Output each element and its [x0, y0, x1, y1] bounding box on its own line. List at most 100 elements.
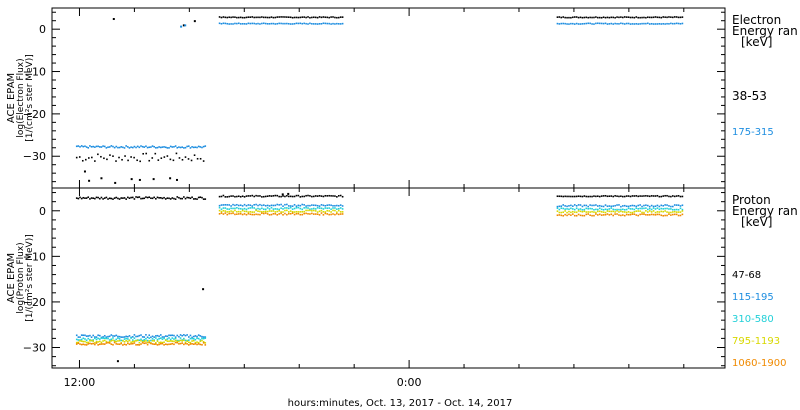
data-point — [100, 341, 103, 344]
data-point — [272, 212, 275, 215]
data-point — [178, 340, 180, 343]
data-point — [291, 16, 294, 19]
series-1060-1900 — [75, 212, 684, 346]
data-point — [579, 210, 582, 213]
data-point — [131, 336, 134, 338]
data-point — [247, 207, 250, 210]
data-point — [662, 23, 664, 25]
data-point — [89, 338, 91, 341]
data-point — [150, 197, 152, 200]
data-point — [314, 195, 317, 197]
data-point — [110, 338, 113, 341]
data-point — [591, 204, 593, 207]
data-point — [94, 336, 96, 338]
data-point — [113, 335, 116, 337]
data-point — [612, 208, 614, 211]
data-point — [326, 22, 329, 25]
data-point — [125, 337, 127, 340]
data-point — [303, 195, 305, 198]
data-point — [141, 341, 144, 344]
data-point — [253, 195, 255, 198]
data-point — [309, 204, 311, 207]
data-point — [330, 23, 332, 25]
data-point — [666, 211, 668, 213]
data-point — [672, 208, 674, 211]
data-point — [274, 23, 277, 25]
data-point — [103, 197, 106, 199]
data-point — [85, 339, 88, 342]
data-point — [220, 16, 223, 19]
data-point — [577, 204, 580, 206]
data-point — [322, 22, 325, 25]
data-point — [673, 195, 676, 198]
data-point — [187, 145, 190, 147]
data-point — [82, 334, 85, 337]
data-point — [168, 337, 170, 339]
data-point — [282, 16, 284, 18]
data-point — [236, 22, 238, 25]
data-point — [201, 146, 203, 149]
data-point — [670, 208, 672, 210]
data-point — [672, 22, 674, 25]
data-point — [672, 195, 674, 197]
data-point — [166, 340, 169, 342]
data-point — [169, 340, 172, 342]
data-point — [276, 16, 279, 18]
data-point — [175, 178, 178, 181]
data-point — [163, 344, 165, 346]
data-point — [168, 340, 170, 343]
data-point — [179, 339, 182, 342]
data-point — [648, 23, 651, 25]
data-point — [159, 146, 162, 149]
data-point — [158, 341, 160, 344]
data-point — [633, 195, 636, 197]
data-point — [194, 198, 197, 200]
data-point — [278, 208, 280, 211]
data-point — [224, 207, 227, 209]
data-point — [196, 335, 198, 338]
data-point — [94, 160, 96, 162]
data-point — [122, 197, 124, 199]
data-point — [318, 205, 321, 207]
data-point — [641, 213, 643, 215]
series-47-68 — [75, 192, 684, 363]
data-point — [79, 146, 81, 148]
data-point — [133, 342, 136, 344]
data-point — [341, 213, 344, 215]
data-point — [259, 210, 261, 213]
data-point — [670, 211, 672, 214]
data-point — [159, 337, 162, 339]
data-point — [169, 145, 172, 148]
x-tick-label: 12:00 — [64, 376, 96, 389]
data-point — [286, 194, 288, 197]
data-point — [108, 340, 111, 343]
data-point — [192, 335, 195, 338]
data-point — [92, 197, 95, 200]
data-point — [330, 195, 332, 197]
data-point — [558, 211, 561, 214]
data-point — [272, 208, 275, 210]
data-point — [184, 341, 187, 344]
data-point — [297, 212, 300, 215]
data-point — [305, 212, 307, 215]
data-point — [191, 337, 193, 340]
data-point — [320, 207, 323, 210]
data-point — [98, 197, 101, 200]
data-point — [82, 145, 85, 148]
data-point — [568, 195, 570, 198]
data-point — [568, 205, 570, 207]
data-point — [245, 195, 248, 197]
data-point — [330, 208, 332, 211]
data-point — [255, 208, 257, 211]
data-point — [127, 159, 129, 162]
data-point — [80, 343, 83, 346]
data-point — [568, 23, 570, 25]
y-tick-label: −10 — [23, 66, 46, 79]
data-point — [278, 204, 280, 206]
data-point — [264, 212, 267, 214]
data-point — [169, 338, 172, 341]
data-point — [159, 197, 162, 199]
data-point — [602, 209, 605, 211]
data-point — [658, 211, 661, 213]
data-point — [155, 342, 157, 344]
